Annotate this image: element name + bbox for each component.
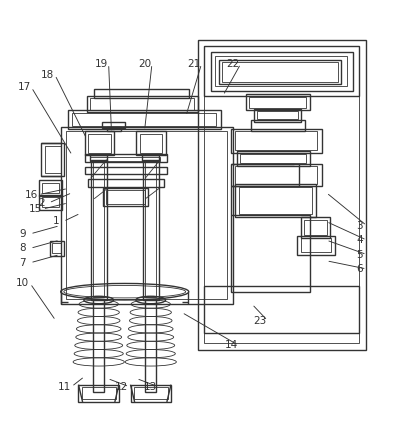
Text: 19: 19	[95, 59, 108, 69]
Bar	[85, 131, 114, 155]
Text: 20: 20	[138, 59, 151, 69]
Bar	[239, 187, 312, 214]
Text: 21: 21	[188, 59, 201, 69]
Bar	[301, 238, 331, 252]
Bar	[301, 218, 330, 238]
Text: 5: 5	[356, 249, 363, 260]
Bar	[85, 167, 167, 175]
Bar	[91, 159, 107, 300]
Bar	[204, 46, 359, 343]
Bar	[198, 40, 366, 350]
Bar	[204, 46, 359, 96]
Text: 22: 22	[227, 59, 240, 69]
Bar	[140, 133, 162, 152]
Bar	[145, 299, 156, 392]
Bar	[52, 243, 61, 253]
Bar	[66, 131, 227, 299]
Text: 17: 17	[17, 82, 31, 92]
Bar	[136, 131, 166, 155]
Bar	[106, 190, 145, 204]
Bar	[39, 194, 62, 210]
Text: 12: 12	[115, 382, 128, 392]
Text: 4: 4	[356, 235, 363, 245]
Bar	[102, 121, 125, 128]
Bar	[235, 166, 317, 183]
Bar	[85, 154, 167, 162]
Bar	[246, 94, 310, 110]
Bar	[254, 109, 301, 121]
Bar	[222, 62, 338, 82]
Bar	[211, 52, 353, 91]
Bar	[240, 154, 306, 163]
Bar	[219, 60, 341, 84]
Bar	[134, 387, 168, 399]
Bar	[94, 89, 189, 97]
Text: 13: 13	[144, 382, 157, 392]
Bar	[39, 180, 62, 196]
Bar	[237, 152, 310, 166]
Bar	[78, 385, 119, 402]
Text: 23: 23	[254, 315, 267, 326]
Bar	[235, 132, 317, 150]
Text: 1: 1	[52, 217, 59, 226]
Text: 11: 11	[57, 382, 71, 392]
Bar	[257, 111, 298, 120]
Text: 10: 10	[16, 279, 29, 288]
Text: 15: 15	[28, 204, 42, 214]
Bar	[72, 113, 216, 126]
Bar	[231, 128, 322, 153]
Bar	[50, 241, 64, 256]
Bar	[93, 162, 104, 298]
Bar	[87, 96, 198, 112]
Text: 9: 9	[19, 229, 26, 239]
Bar	[249, 97, 306, 108]
Bar	[90, 97, 194, 110]
Bar	[143, 159, 159, 300]
Bar	[82, 387, 116, 399]
Text: 2: 2	[38, 198, 45, 208]
Bar	[235, 184, 316, 218]
Bar	[145, 162, 156, 298]
Bar	[231, 215, 310, 291]
Text: 6: 6	[356, 264, 363, 274]
Bar	[42, 183, 59, 194]
Bar	[251, 120, 305, 131]
Bar	[103, 188, 148, 206]
Bar	[231, 163, 322, 187]
Bar	[42, 197, 59, 207]
Bar	[142, 155, 159, 161]
Bar	[45, 146, 61, 173]
Bar	[93, 299, 104, 392]
Bar	[131, 385, 171, 402]
Text: 3: 3	[356, 221, 363, 231]
Bar	[61, 127, 233, 304]
Bar	[90, 155, 107, 161]
Bar	[88, 133, 111, 152]
Bar	[107, 127, 121, 132]
Bar	[88, 179, 164, 187]
Bar	[90, 157, 160, 161]
Text: 14: 14	[225, 340, 238, 350]
Text: 16: 16	[24, 190, 38, 200]
Text: 18: 18	[41, 70, 54, 80]
Bar	[204, 286, 359, 333]
Bar	[68, 110, 221, 128]
Bar	[304, 220, 327, 235]
Text: 7: 7	[19, 258, 26, 268]
Bar	[41, 143, 64, 176]
Bar	[297, 236, 335, 255]
Bar	[215, 56, 347, 86]
Text: 8: 8	[19, 243, 26, 253]
